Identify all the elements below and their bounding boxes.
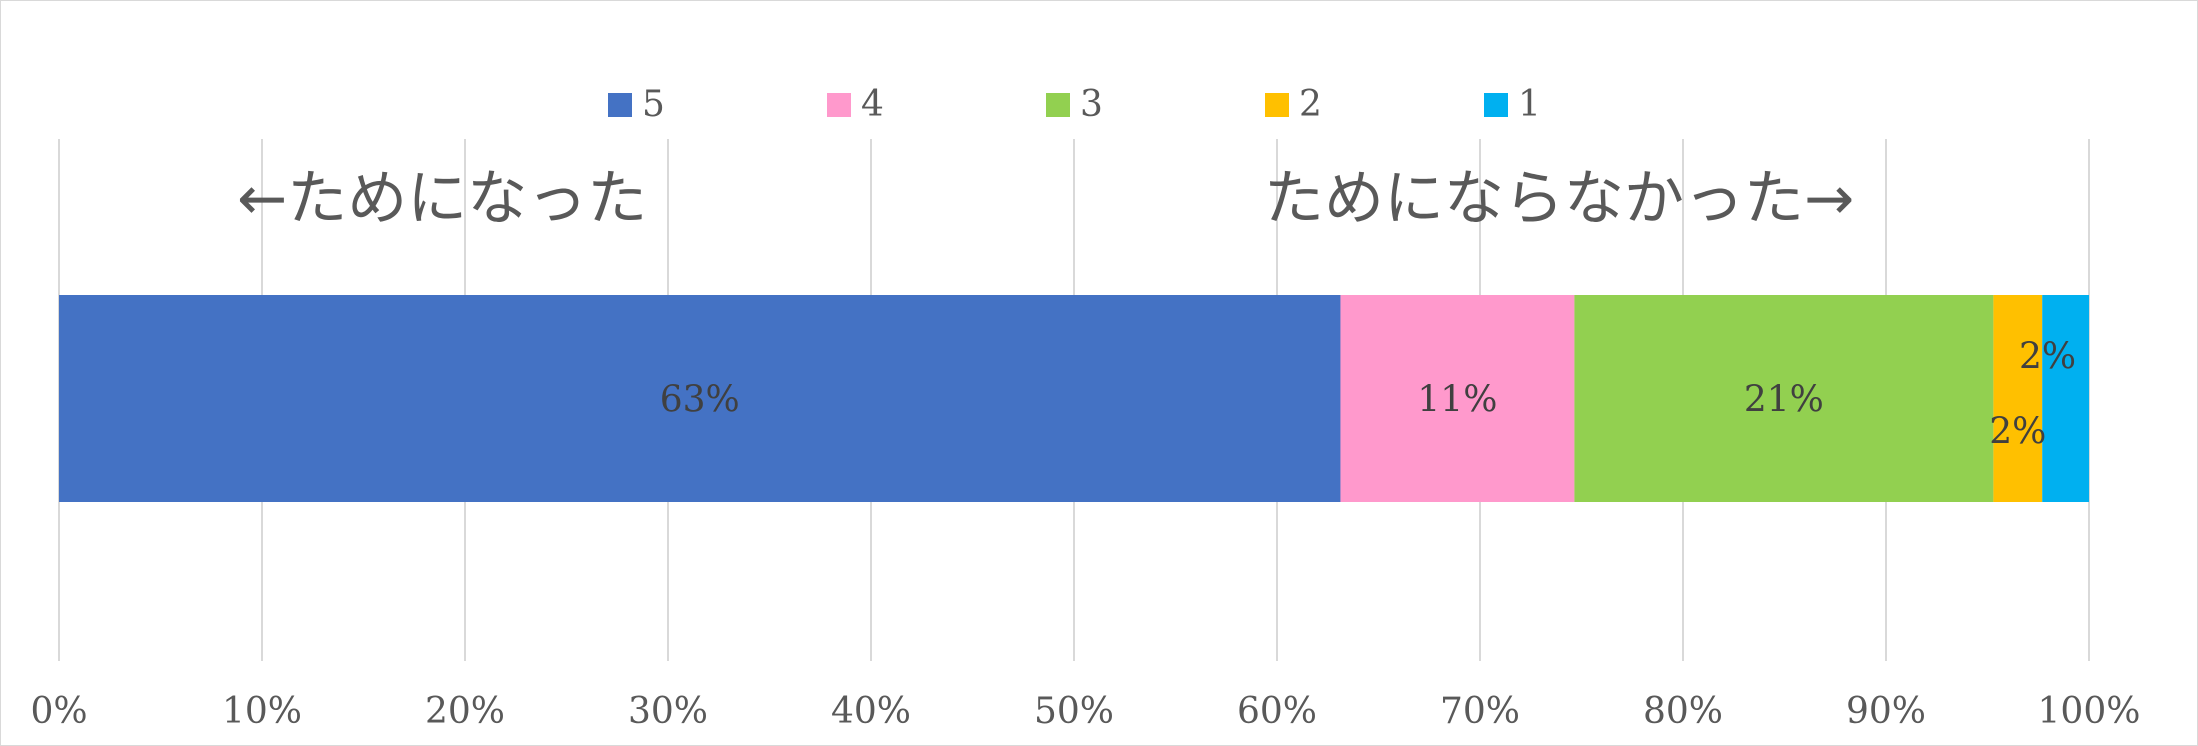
data-label-5: 63% xyxy=(660,380,740,421)
data-label-1: 2% xyxy=(2019,337,2076,378)
data-label-3: 21% xyxy=(1744,380,1824,421)
x-tick-label: 60% xyxy=(1237,691,1317,732)
annotation-right: ためにならなかった→ xyxy=(1264,164,1854,234)
x-tick-label: 0% xyxy=(30,691,87,732)
bar-segment-5 xyxy=(59,295,1341,502)
legend-label-3: 3 xyxy=(1080,84,1103,125)
x-tick-label: 10% xyxy=(222,691,302,732)
legend-swatch-4 xyxy=(827,93,851,117)
legend-label-4: 4 xyxy=(861,84,884,125)
legend-swatch-3 xyxy=(1046,93,1070,117)
bar-segment-4 xyxy=(1340,295,1575,502)
x-tick-label: 40% xyxy=(831,691,911,732)
legend: 5 4 3 2 1 xyxy=(608,84,1541,125)
x-tick-label: 100% xyxy=(2038,691,2141,732)
x-tick-label: 30% xyxy=(628,691,708,732)
x-tick-label: 90% xyxy=(1846,691,1926,732)
data-label-4: 11% xyxy=(1417,380,1497,421)
bar-segment-3 xyxy=(1574,295,1994,502)
data-labels: 63% 11% 21% 2% 2% xyxy=(660,337,2076,453)
legend-label-2: 2 xyxy=(1299,84,1322,125)
x-tick-label: 80% xyxy=(1643,691,1723,732)
annotations: ←ためになった ためにならなかった→ xyxy=(237,164,1854,234)
x-axis-tick-labels: 0% 10% 20% 30% 40% 50% 60% 70% 80% 90% 100% xyxy=(30,691,2140,732)
x-tick-label: 20% xyxy=(425,691,505,732)
data-label-2: 2% xyxy=(1989,412,2046,453)
x-tick-label: 70% xyxy=(1440,691,1520,732)
legend-swatch-1 xyxy=(1484,93,1508,117)
legend-swatch-2 xyxy=(1265,93,1289,117)
legend-swatch-5 xyxy=(608,93,632,117)
legend-label-5: 5 xyxy=(642,84,665,125)
bar-segment-2 xyxy=(1993,295,2043,502)
bar-segment-1 xyxy=(2042,295,2089,502)
annotation-left: ←ためになった xyxy=(237,164,647,234)
x-tick-label: 50% xyxy=(1034,691,1114,732)
bar-segments xyxy=(59,295,2089,502)
legend-label-1: 1 xyxy=(1518,84,1541,125)
